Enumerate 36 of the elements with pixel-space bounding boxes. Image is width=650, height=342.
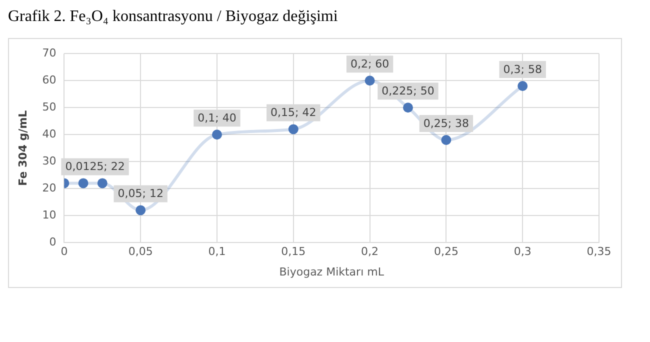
point: [212, 130, 222, 140]
point: [78, 178, 88, 188]
y-tick-label: 50: [42, 100, 56, 114]
x-tick-label: 0,1: [208, 245, 226, 258]
y-tick-label: 20: [42, 181, 56, 194]
x-tick-label: 0,05: [128, 245, 153, 258]
data-label: 0,1; 40: [198, 111, 236, 124]
data-label: 0,25; 38: [423, 116, 470, 130]
y-tick-label: 40: [42, 127, 56, 140]
x-tick-label: 0,15: [281, 245, 306, 258]
point: [518, 81, 528, 91]
data-label: 0,225; 50: [382, 84, 434, 98]
y-tick-label: 30: [42, 154, 56, 168]
chart-title: Grafik 2. Fe₃O₄ konsantrasyonu / Biyogaz değişimi: [8, 8, 339, 26]
data-label: 0,3; 58: [503, 62, 542, 76]
data-label: 0,2; 60: [350, 57, 390, 70]
point: [136, 205, 146, 216]
x-tick-label: 0,35: [586, 245, 612, 258]
x-tick-label: 0,2: [361, 245, 379, 258]
y-axis-title: Fe 304 g/mL: [16, 110, 30, 186]
data-label: 0,05; 12: [118, 187, 164, 200]
y-tick-label: 60: [42, 73, 56, 86]
point: [364, 76, 375, 86]
x-tick-label: 0,3: [514, 245, 532, 258]
point: [288, 124, 298, 134]
data-label: 0,15; 42: [270, 106, 316, 120]
point: [403, 102, 413, 113]
x-axis-title: Biyogaz Miktarı mL: [279, 265, 385, 278]
point: [97, 178, 108, 188]
x-tick-label: 0: [60, 245, 68, 258]
y-tick-label: 10: [42, 208, 56, 222]
y-tick-label: 70: [42, 46, 56, 60]
data-label: 0,0125; 22: [65, 160, 125, 174]
x-tick-label: 0,25: [434, 245, 458, 258]
y-tick-label: 0: [49, 235, 56, 248]
point: [441, 135, 452, 145]
